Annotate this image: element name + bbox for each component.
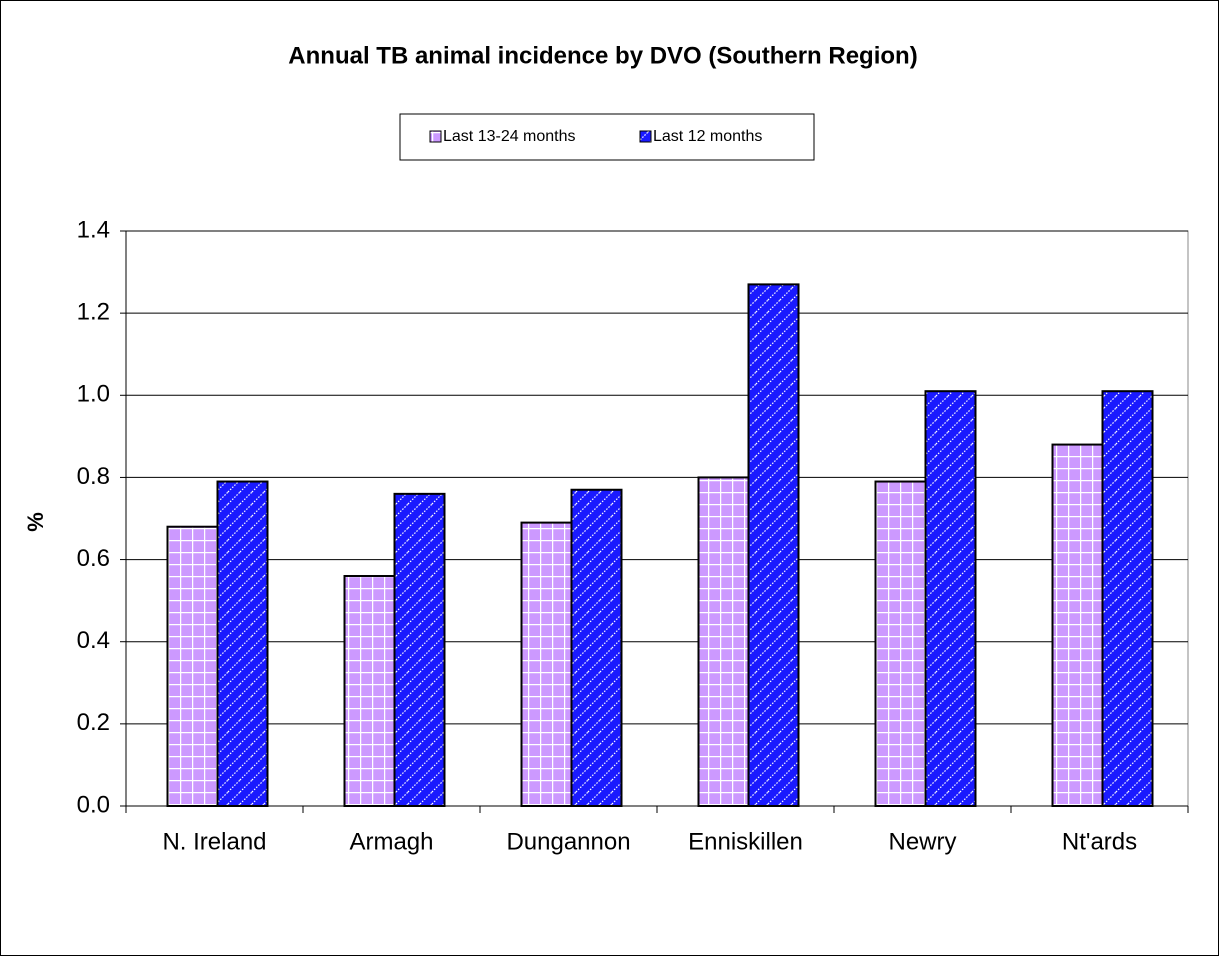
y-axis-label: % (23, 512, 48, 532)
x-tick-label: Enniskillen (688, 828, 803, 855)
bar (520, 521, 573, 807)
y-tick-label: 0.6 (77, 545, 110, 572)
bar (393, 492, 446, 807)
bar (924, 390, 977, 807)
x-tick-label: Nt'ards (1062, 828, 1137, 855)
x-tick-label: Newry (888, 828, 956, 855)
plot-area (125, 230, 1189, 807)
x-tick-label: Dungannon (506, 828, 630, 855)
bar (570, 488, 623, 807)
bar (1101, 390, 1154, 807)
bar (747, 283, 800, 807)
legend-box (399, 113, 815, 161)
y-tick-label: 0.4 (77, 627, 110, 654)
legend-swatch (429, 130, 442, 143)
bar (697, 476, 750, 807)
y-tick-label: 0.8 (77, 463, 110, 490)
legend-label: Last 13-24 months (443, 128, 576, 145)
y-tick-label: 0.2 (77, 709, 110, 736)
bar (343, 575, 396, 807)
x-tick-label: Armagh (349, 828, 433, 855)
bar (166, 525, 219, 807)
legend-label: Last 12 months (653, 128, 762, 145)
y-tick-label: 1.2 (77, 298, 110, 325)
bar (874, 480, 927, 807)
bar (1051, 443, 1104, 807)
x-tick-label: N. Ireland (162, 828, 266, 855)
y-tick-label: 0.0 (77, 791, 110, 818)
legend-swatch (639, 130, 652, 143)
y-tick-label: 1.4 (77, 216, 110, 243)
bar (216, 480, 269, 807)
chart-title: Annual TB animal incidence by DVO (South… (288, 42, 917, 69)
y-tick-label: 1.0 (77, 381, 110, 408)
